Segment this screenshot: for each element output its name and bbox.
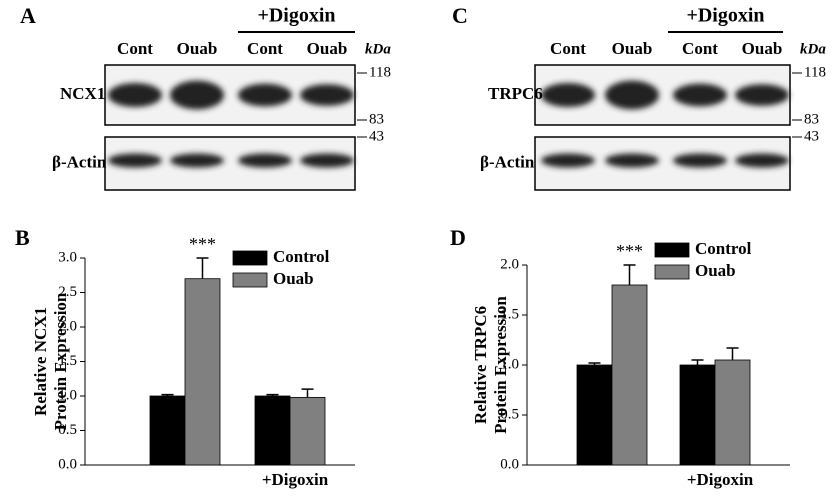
band [108,153,162,168]
lane-label: Cont [117,39,153,58]
band [170,153,224,168]
unit-label: kDa [365,41,391,57]
band [238,153,292,168]
unit-label: kDa [800,41,826,57]
error-bar [196,257,209,279]
y-tick-label: 2.0 [500,256,519,272]
error-bar [266,393,279,396]
lane-label: Cont [247,39,283,58]
row-label: NCX1 [60,84,105,103]
error-bar [588,362,601,365]
significance-label: *** [616,241,643,261]
bar [576,364,613,466]
marker-label: 83 [804,111,819,127]
error-bar [301,388,314,398]
y-tick-label: 2.5 [58,284,77,300]
row-label: β-Actin [480,152,535,171]
bar [184,278,221,466]
y-tick-label: 2.0 [58,318,77,334]
error-bar [726,347,739,360]
legend-label: Ouab [695,261,736,280]
legend-swatch [654,242,690,258]
marker-label: 43 [804,128,819,144]
y-tick-label: 1.0 [500,356,519,372]
legend-swatch [232,272,268,288]
y-tick-label: 0.0 [500,456,519,472]
significance-label: *** [189,234,216,254]
error-bar [691,359,704,365]
y-tick-label: 1.0 [58,387,77,403]
marker-label: 118 [804,64,826,80]
bar [611,284,648,466]
legend-label: Ouab [273,269,314,288]
band [605,80,659,110]
row-label: β-Actin [52,152,107,171]
y-tick-label: 1.5 [58,353,77,369]
y-axis-label: Relative TRPC6 [471,306,490,424]
legend-swatch [232,250,268,266]
band [541,83,595,107]
legend-label: Control [273,247,330,266]
row-label: TRPC6 [488,84,543,103]
band [673,83,727,107]
panel-label: A [20,3,36,28]
lane-label: Cont [682,39,718,58]
lane-label: Ouab [177,39,218,58]
band [605,153,659,168]
bar [254,395,291,466]
lane-label: Ouab [742,39,783,58]
panel-label: D [450,225,466,250]
group-label: +Digoxin [686,5,764,27]
bar [679,364,716,466]
band [735,153,789,168]
band [300,153,354,168]
y-axis-label: Protein Expression [491,296,510,434]
y-tick-label: 0.0 [58,456,77,472]
band [300,84,354,106]
x-tick-label: +Digoxin [262,470,329,489]
band [108,83,162,107]
y-axis-label: Protein Expression [51,292,70,430]
band [541,153,595,168]
bar [289,396,326,466]
bar [714,359,751,466]
band [238,83,292,107]
marker-label: 43 [369,128,384,144]
marker-label: 118 [369,64,391,80]
band [735,84,789,106]
band [673,153,727,168]
y-tick-label: 3.0 [58,249,77,265]
lane-label: Cont [550,39,586,58]
panel-label: C [452,3,468,28]
band [170,80,224,110]
panel-label: B [15,225,30,250]
error-bar [161,393,174,396]
legend-swatch [654,264,690,280]
x-tick-label: +Digoxin [687,470,754,489]
marker-label: 83 [369,111,384,127]
group-label: +Digoxin [257,5,335,27]
legend-label: Control [695,239,752,258]
y-tick-label: 0.5 [500,406,519,422]
error-bar [623,264,636,285]
y-axis-label: Relative NCX1 [31,307,50,416]
y-tick-label: 0.5 [58,422,77,438]
y-tick-label: 1.5 [500,306,519,322]
bar [149,395,186,466]
lane-label: Ouab [612,39,653,58]
lane-label: Ouab [307,39,348,58]
